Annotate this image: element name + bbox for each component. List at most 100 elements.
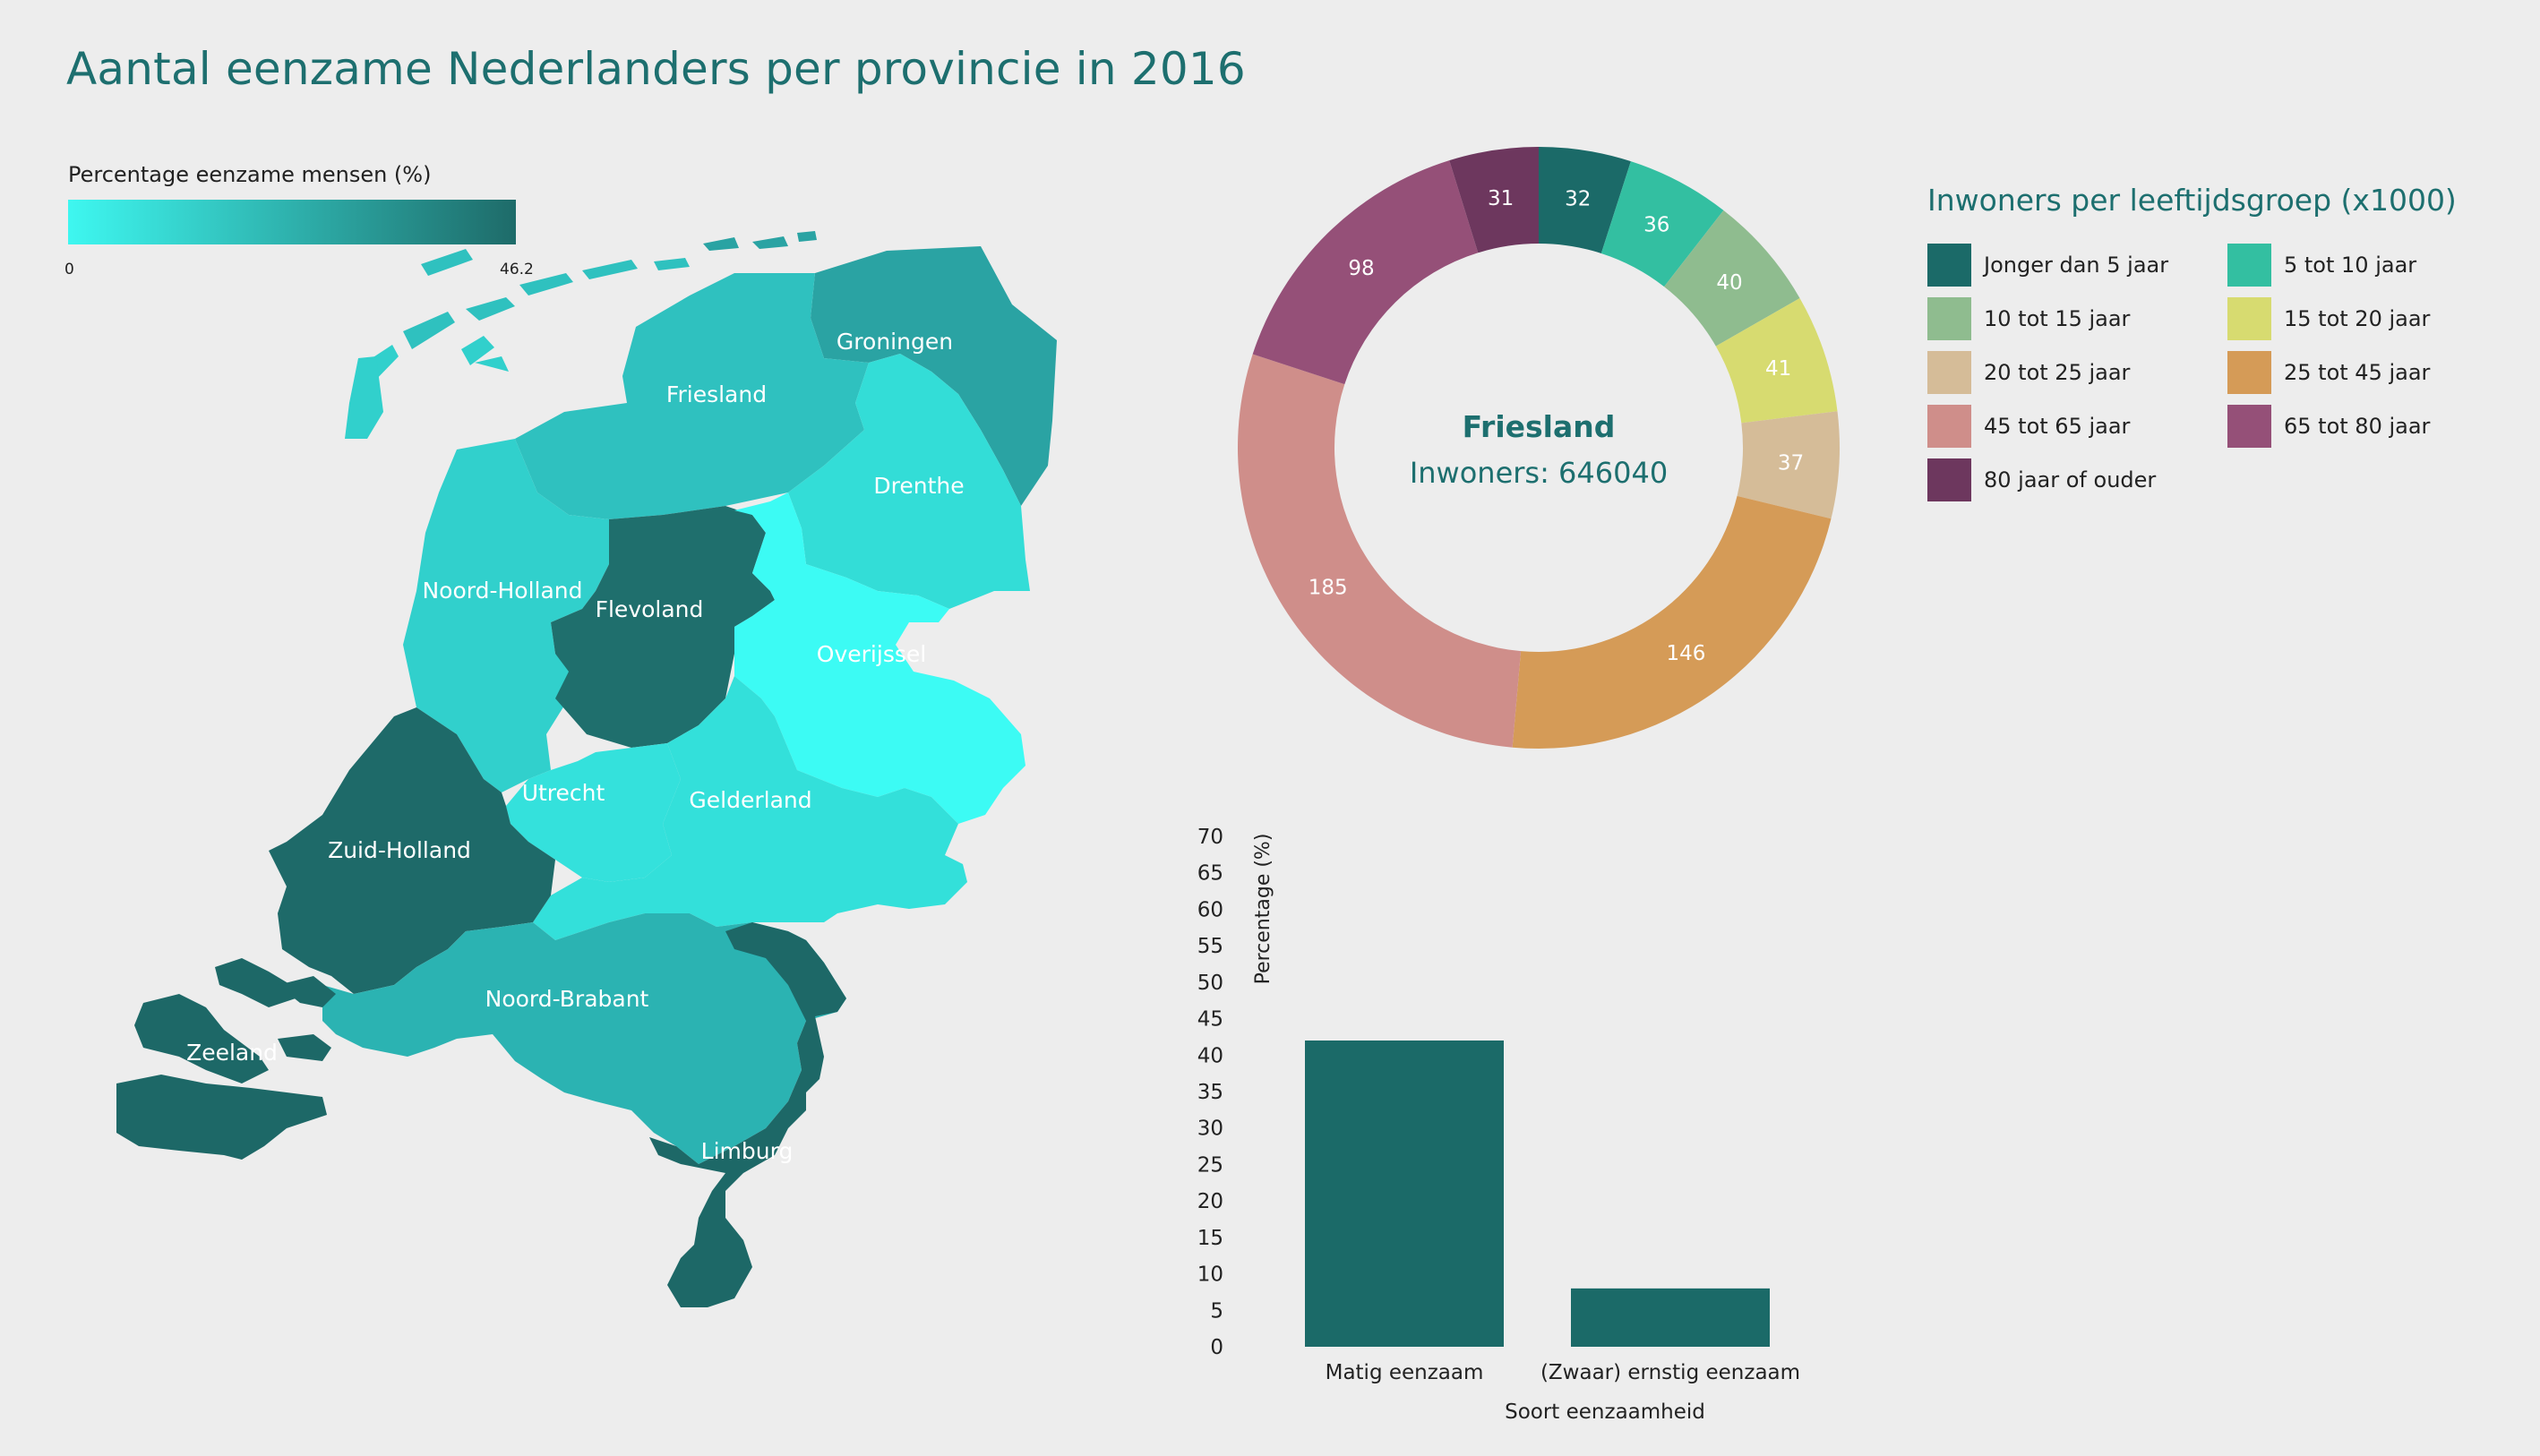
y-tick-label: 45 (1197, 1008, 1223, 1032)
y-tick-label: 10 (1197, 1263, 1223, 1287)
legend-label: 5 tot 10 jaar (2284, 253, 2417, 278)
color-scale-min-label: 0 (64, 261, 74, 278)
bars (1305, 1041, 1770, 1347)
legend-label: 25 tot 45 jaar (2284, 360, 2431, 385)
x-axis-title: Soort eenzaamheid (1505, 1400, 1705, 1424)
legend-item[interactable]: 80 jaar of ouder (1927, 458, 2156, 501)
province-overijssel[interactable] (734, 492, 1025, 824)
wadden-island (582, 260, 638, 279)
label-noord-holland: Noord-Holland (422, 578, 582, 604)
label-zeeland: Zeeland (186, 1040, 278, 1066)
y-tick-label: 15 (1197, 1227, 1223, 1250)
donut-slice-label: 185 (1309, 576, 1348, 599)
label-zuid-holland: Zuid-Holland (328, 837, 471, 863)
donut-slice[interactable] (1664, 210, 1800, 347)
legend-item[interactable]: Jonger dan 5 jaar (1927, 244, 2168, 287)
legend-swatch (1927, 458, 1971, 501)
donut-slice[interactable] (1600, 161, 1724, 287)
province-noord-holland[interactable] (403, 439, 609, 792)
wadden-island (345, 356, 383, 439)
legend-label: 10 tot 15 jaar (1984, 306, 2131, 331)
donut-slice[interactable] (1449, 147, 1539, 253)
legend-item[interactable]: 5 tot 10 jaar (2227, 244, 2416, 287)
y-tick-label: 65 (1197, 862, 1223, 886)
donut-slice-label: 31 (1488, 187, 1514, 210)
donut-slice-label: 41 (1765, 357, 1791, 381)
legend-item[interactable]: 15 tot 20 jaar (2227, 297, 2430, 340)
netherlands-map: Groningen Friesland Drenthe Noord-Hollan… (116, 231, 1057, 1307)
donut-slice-label: 146 (1666, 642, 1705, 665)
province-zeeland[interactable] (116, 1075, 327, 1160)
donut-slice[interactable] (1737, 411, 1840, 519)
legend-label: 20 tot 25 jaar (1984, 360, 2131, 385)
province-utrecht[interactable] (506, 743, 681, 882)
donut-slice-label: 98 (1348, 257, 1374, 280)
label-noord-brabant: Noord-Brabant (485, 986, 649, 1012)
label-friesland: Friesland (666, 381, 767, 407)
x-tick-label: Matig eenzaam (1326, 1361, 1484, 1384)
donut-slice-label: 36 (1643, 214, 1669, 237)
province-flevoland[interactable] (551, 506, 775, 748)
y-tick-label: 35 (1197, 1081, 1223, 1104)
province-zuid-holland[interactable] (269, 707, 555, 994)
donut-slice[interactable] (1715, 297, 1838, 424)
legend-swatch (1927, 244, 1971, 287)
wadden-island (475, 356, 509, 372)
legend-item[interactable]: 10 tot 15 jaar (1927, 297, 2130, 340)
wadden-island (797, 231, 817, 242)
label-overijssel: Overijssel (817, 641, 926, 667)
province-groningen[interactable] (811, 246, 1057, 506)
legend-item[interactable]: 45 tot 65 jaar (1927, 405, 2130, 448)
wadden-island (703, 237, 739, 251)
y-tick-label: 55 (1197, 935, 1223, 958)
province-gelderland[interactable] (533, 676, 967, 940)
province-zeeland[interactable] (215, 958, 296, 1007)
y-tick-label: 25 (1197, 1153, 1223, 1177)
donut-slice-label: 37 (1778, 451, 1804, 475)
legend-item[interactable]: 65 tot 80 jaar (2227, 405, 2430, 448)
y-tick-label: 70 (1197, 826, 1223, 849)
y-axis: 0 5 10 15 20 25 30 35 40 45 50 55 60 65 70 (1197, 826, 1223, 1359)
color-scale-title: Percentage eenzame mensen (%) (68, 162, 432, 187)
wadden-island (403, 312, 455, 349)
legend-swatch (2227, 297, 2271, 340)
color-scale-bar (68, 200, 516, 244)
x-axis: Matig eenzaam (Zwaar) ernstig eenzaam (1326, 1361, 1800, 1384)
donut-slice[interactable] (1252, 160, 1479, 385)
bar[interactable] (1305, 1041, 1504, 1347)
label-groningen: Groningen (837, 329, 953, 355)
donut-slice-label: 40 (1716, 271, 1742, 295)
legend-item[interactable]: 20 tot 25 jaar (1927, 351, 2130, 394)
donut-slice[interactable] (1238, 354, 1522, 748)
legend-label: 45 tot 65 jaar (1984, 414, 2131, 439)
donut-center-province: Friesland (1463, 409, 1616, 444)
y-tick-label: 20 (1197, 1190, 1223, 1213)
legend-title: Inwoners per leeftijdsgroep (x1000) (1927, 183, 2457, 218)
donut-slice[interactable] (1512, 495, 1832, 749)
donut-slices: 32 36 40 41 37 146 185 98 31 (1238, 147, 1840, 749)
province-zeeland[interactable] (278, 1034, 331, 1061)
y-axis-title: Percentage (%) (1252, 834, 1274, 985)
legend-swatch (1927, 297, 1971, 340)
wadden-island (519, 273, 573, 295)
label-gelderland: Gelderland (689, 787, 811, 813)
bar[interactable] (1571, 1288, 1770, 1347)
province-zeeland[interactable] (134, 994, 269, 1083)
province-noord-brabant[interactable] (322, 913, 846, 1164)
province-drenthe[interactable] (788, 354, 1030, 609)
province-zeeland[interactable] (278, 976, 336, 1007)
legend-swatch (1927, 351, 1971, 394)
color-scale-max-label: 46.2 (500, 261, 534, 278)
legend-label: 80 jaar of ouder (1984, 467, 2157, 492)
donut-slice[interactable] (1539, 147, 1631, 253)
wadden-island (466, 297, 515, 321)
wadden-island (461, 336, 494, 365)
donut-legend: Jonger dan 5 jaar 5 tot 10 jaar 10 tot 15 … (1927, 244, 2465, 512)
legend-item[interactable]: 25 tot 45 jaar (2227, 351, 2430, 394)
loneliness-bar-chart: 0 5 10 15 20 25 30 35 40 45 50 55 60 65 70 Matig eenza… (1197, 826, 1800, 1424)
donut-slice-label: 32 (1565, 187, 1591, 210)
label-flevoland: Flevoland (596, 596, 704, 622)
province-friesland[interactable] (515, 273, 869, 519)
x-tick-label: (Zwaar) ernstig eenzaam (1540, 1361, 1800, 1384)
legend-label: 15 tot 20 jaar (2284, 306, 2431, 331)
